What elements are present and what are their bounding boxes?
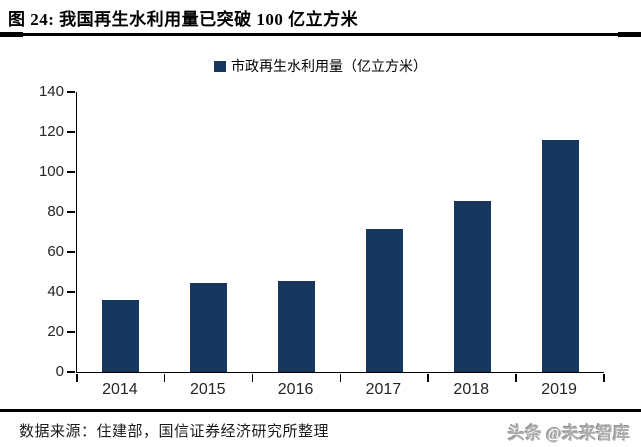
- y-axis-tick-label: 140: [38, 83, 64, 100]
- y-axis-tick: [67, 371, 76, 373]
- y-axis-tick: [67, 211, 76, 213]
- bar-2014: [102, 300, 140, 372]
- x-axis-tick: [427, 373, 429, 382]
- bar-2016: [278, 281, 316, 372]
- bar-2018: [453, 201, 491, 372]
- y-axis-tick: [67, 251, 76, 253]
- legend-swatch: [214, 60, 226, 72]
- x-axis-tick: [339, 373, 342, 382]
- x-axis-tick: [76, 373, 78, 382]
- x-axis-label: 2017: [365, 381, 402, 398]
- bar-slot: [428, 92, 516, 372]
- x-axis-tick: [515, 373, 517, 382]
- x-axis-label: 2016: [277, 381, 314, 398]
- divider-left-cap: [0, 31, 23, 37]
- plot-area: [67, 91, 605, 382]
- y-axis-tick-label: 100: [38, 163, 64, 180]
- y-axis-tick: [67, 171, 76, 173]
- data-source-note: 数据来源：住建部，国信证券经济研究所整理: [19, 424, 330, 440]
- x-axis-label: 2015: [189, 381, 226, 398]
- x-axis-label: 2019: [541, 381, 577, 398]
- watermark: 头条 @未来智库: [507, 424, 630, 443]
- x-axis-tick: [251, 373, 254, 382]
- y-axis-tick-label: 0: [55, 363, 64, 380]
- y-axis-tick: [67, 331, 76, 333]
- bar-slot: [516, 92, 604, 372]
- bar-2015: [190, 283, 228, 372]
- divider-right-cap: [618, 31, 641, 37]
- bar-slot: [340, 92, 428, 372]
- legend-label: 市政再生水利用量（亿立方米）: [231, 60, 427, 75]
- y-axis-tick: [67, 131, 76, 133]
- bar-slot: [165, 92, 253, 372]
- y-axis-tick-label: 120: [38, 123, 64, 140]
- figure-title: 图 24: 我国再生水利用量已突破 100 亿立方米: [8, 10, 359, 29]
- chart-legend: 市政再生水利用量（亿立方米）: [0, 56, 641, 76]
- title-divider: [0, 31, 641, 37]
- y-axis-tick-label: 60: [47, 243, 64, 260]
- bar-slot: [77, 92, 165, 372]
- y-axis-tick-label: 20: [47, 323, 64, 340]
- x-axis-labels: 2014 2015 2016 2017 2018 2019: [76, 381, 603, 399]
- bar-2017: [365, 229, 403, 372]
- y-axis-tick-label: 40: [47, 283, 64, 300]
- footer-divider: [0, 409, 641, 412]
- x-axis-tick: [163, 373, 166, 382]
- y-axis-labels: 0 20 40 60 80 100 120 140: [0, 83, 64, 380]
- y-axis-tick-label: 80: [47, 203, 64, 220]
- x-axis-label: 2014: [102, 381, 138, 398]
- bar-slot: [253, 92, 341, 372]
- y-axis-tick: [67, 91, 76, 93]
- bar-2019: [541, 140, 579, 372]
- x-axis-tick: [603, 373, 605, 382]
- x-axis-label: 2018: [453, 381, 490, 398]
- y-axis-tick: [67, 291, 76, 293]
